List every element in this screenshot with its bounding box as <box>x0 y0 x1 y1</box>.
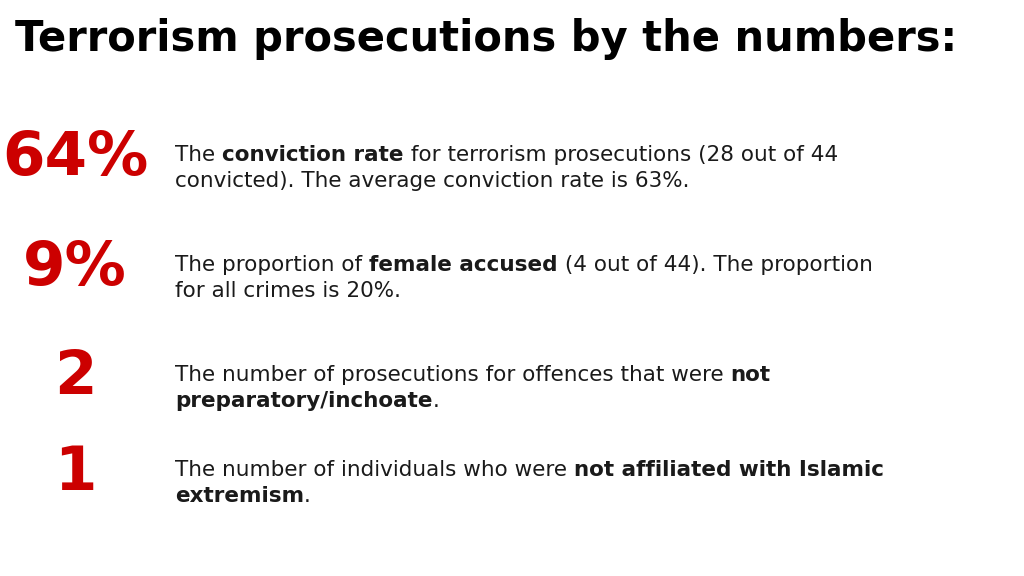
Text: preparatory/inchoate: preparatory/inchoate <box>175 391 432 411</box>
Text: extremism: extremism <box>175 486 304 506</box>
Text: for all crimes is 20%.: for all crimes is 20%. <box>175 281 401 301</box>
Text: 64%: 64% <box>2 128 148 188</box>
Text: Terrorism prosecutions by the numbers:: Terrorism prosecutions by the numbers: <box>15 18 957 60</box>
Text: 9%: 9% <box>24 238 127 297</box>
Text: (4 out of 44). The proportion: (4 out of 44). The proportion <box>557 255 872 275</box>
Text: .: . <box>432 391 439 411</box>
Text: not: not <box>730 365 771 385</box>
Text: The number of prosecutions for offences that were: The number of prosecutions for offences … <box>175 365 730 385</box>
Text: The: The <box>175 145 222 165</box>
Text: 2: 2 <box>53 348 96 407</box>
Text: The proportion of: The proportion of <box>175 255 369 275</box>
Text: convicted). The average conviction rate is 63%.: convicted). The average conviction rate … <box>175 171 689 191</box>
Text: 1: 1 <box>53 444 96 502</box>
Text: for terrorism prosecutions (28 out of 44: for terrorism prosecutions (28 out of 44 <box>403 145 838 165</box>
Text: .: . <box>304 486 311 506</box>
Text: conviction rate: conviction rate <box>222 145 403 165</box>
Text: not affiliated with Islamic: not affiliated with Islamic <box>573 460 884 480</box>
Text: female accused: female accused <box>369 255 557 275</box>
Text: The number of individuals who were: The number of individuals who were <box>175 460 573 480</box>
